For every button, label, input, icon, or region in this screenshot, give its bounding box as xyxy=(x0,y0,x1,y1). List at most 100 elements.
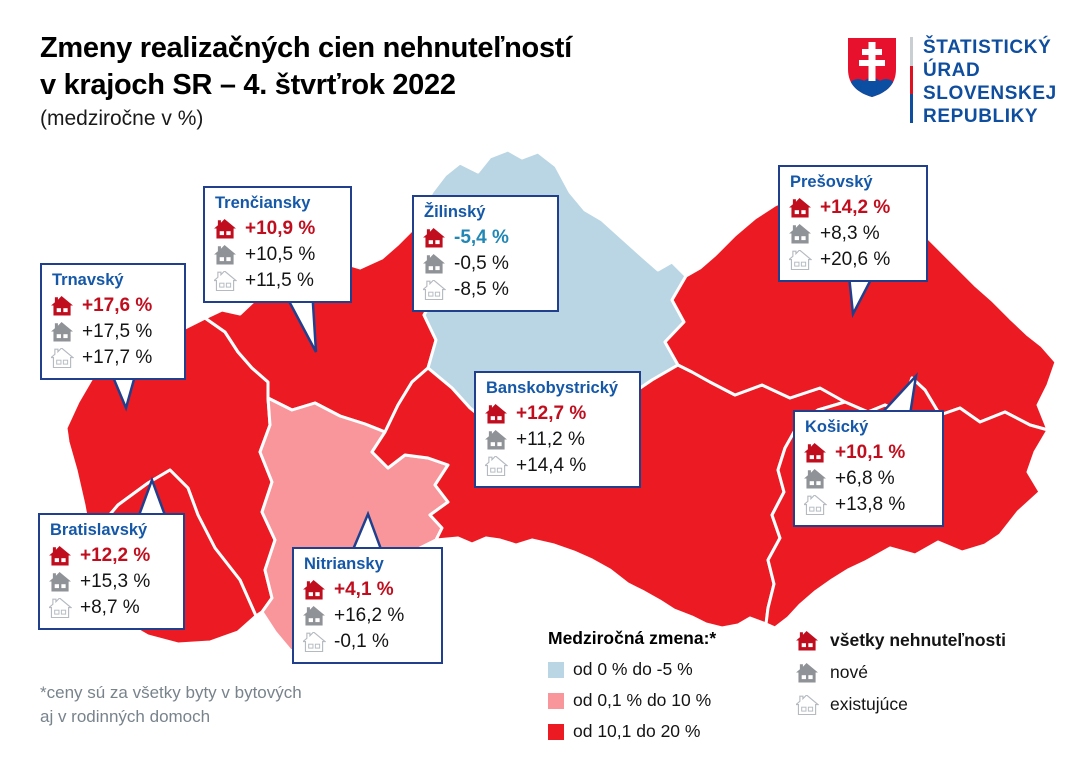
region-name: Prešovský xyxy=(790,173,873,191)
region-name: Banskobystrický xyxy=(486,379,619,397)
value-existing: +20,6 % xyxy=(820,249,891,270)
house-gray-icon xyxy=(214,245,236,265)
house-white-icon xyxy=(789,250,811,270)
house-gray-icon xyxy=(789,224,811,244)
house-gray-icon xyxy=(49,572,71,592)
value-all: +10,1 % xyxy=(835,442,906,463)
region-name: Trnavský xyxy=(52,271,124,289)
legend-item-label: existujúce xyxy=(830,694,908,714)
footnote: *ceny sú za všetky byty v bytových aj v … xyxy=(40,681,302,729)
statistical-office-logo: ŠTATISTICKÝ ÚRAD SLOVENSKEJ REPUBLIKY xyxy=(846,36,1057,128)
region-callout-trnavsky: Trnavský +17,6 % +17,5 % +17,7 % xyxy=(40,263,186,380)
house-white-icon xyxy=(804,495,826,515)
swatch-red xyxy=(548,723,564,740)
region-name: Žilinský xyxy=(424,203,486,221)
house-white-icon xyxy=(51,348,73,368)
slovak-coat-of-arms-icon xyxy=(848,38,896,97)
value-existing: +14,4 % xyxy=(516,455,587,476)
value-all: +10,9 % xyxy=(245,218,316,239)
house-red-icon xyxy=(214,219,236,239)
value-all: -5,4 % xyxy=(454,227,509,248)
legend-item: nové xyxy=(796,662,1006,683)
region-name: Trenčiansky xyxy=(215,194,311,212)
house-white-icon xyxy=(49,598,71,618)
house-gray-icon xyxy=(303,606,325,626)
legend-item: všetky nehnuteľnosti xyxy=(796,630,1006,651)
house-white-icon xyxy=(796,694,818,715)
legend-item-label: od 10,1 do 20 % xyxy=(573,721,701,741)
house-gray-icon xyxy=(485,430,507,450)
house-red-icon xyxy=(796,630,818,651)
value-all: +12,7 % xyxy=(516,403,587,424)
logo-org-name: ŠTATISTICKÝ ÚRAD SLOVENSKEJ REPUBLIKY xyxy=(923,36,1057,128)
house-white-icon xyxy=(485,456,507,476)
legend-item-label: nové xyxy=(830,662,868,682)
value-all: +14,2 % xyxy=(820,197,891,218)
house-white-icon xyxy=(423,280,445,300)
legend-item-label: od 0 % do -5 % xyxy=(573,659,693,679)
region-name: Košický xyxy=(805,418,869,436)
house-gray-icon xyxy=(804,469,826,489)
value-existing: +13,8 % xyxy=(835,494,906,515)
house-white-icon xyxy=(214,271,236,291)
value-new: +15,3 % xyxy=(80,571,151,592)
house-red-icon xyxy=(423,228,445,248)
house-red-icon xyxy=(804,443,826,463)
region-name: Nitriansky xyxy=(304,555,384,573)
house-gray-icon xyxy=(796,662,818,683)
value-new: +17,5 % xyxy=(82,321,153,342)
legend-item: od 10,1 do 20 % xyxy=(548,721,716,742)
house-red-icon xyxy=(485,404,507,424)
region-name: Bratislavský xyxy=(50,521,148,539)
logo-line: SLOVENSKEJ xyxy=(923,83,1057,104)
region-callout-bratislavsky: Bratislavský +12,2 % +15,3 % +8,7 % xyxy=(38,513,185,630)
title-subtitle: (medziročne v %) xyxy=(40,107,204,130)
title-line-2: v krajoch SR – 4. štvrťrok 2022 xyxy=(40,69,456,101)
region-callout-presovsky: Prešovský +14,2 % +8,3 % +20,6 % xyxy=(778,165,928,282)
house-red-icon xyxy=(303,580,325,600)
logo-line: ŠTATISTICKÝ xyxy=(923,37,1052,58)
value-existing: +17,7 % xyxy=(82,347,153,368)
legend-item: od 0,1 % do 10 % xyxy=(548,690,716,711)
legend-yearly-change: Medziročná zmena:* od 0 % do -5 % od 0,1… xyxy=(548,628,716,752)
value-all: +12,2 % xyxy=(80,545,151,566)
house-red-icon xyxy=(789,198,811,218)
footnote-line: *ceny sú za všetky byty v bytových xyxy=(40,683,302,702)
value-new: +11,2 % xyxy=(516,429,585,450)
value-all: +4,1 % xyxy=(334,579,394,600)
logo-tricolor-divider xyxy=(910,37,913,124)
value-new: -0,5 % xyxy=(454,253,509,274)
logo-line: REPUBLIKY xyxy=(923,106,1039,127)
logo-line: ÚRAD xyxy=(923,60,981,81)
region-callout-banskobystricky: Banskobystrický +12,7 % +11,2 % +14,4 % xyxy=(474,371,641,488)
house-gray-icon xyxy=(51,322,73,342)
value-new: +16,2 % xyxy=(334,605,405,626)
value-existing: -8,5 % xyxy=(454,279,509,300)
value-new: +8,3 % xyxy=(820,223,880,244)
swatch-light-blue xyxy=(548,661,564,678)
region-callout-kosicky: Košický +10,1 % +6,8 % +13,8 % xyxy=(793,410,944,527)
legend-item: od 0 % do -5 % xyxy=(548,659,716,680)
value-existing: +11,5 % xyxy=(245,270,314,291)
region-callout-zilinsky: Žilinský -5,4 % -0,5 % -8,5 % xyxy=(412,195,559,312)
house-red-icon xyxy=(49,546,71,566)
value-existing: +8,7 % xyxy=(80,597,140,618)
legend-title: Medziročná zmena:* xyxy=(548,628,717,648)
value-new: +6,8 % xyxy=(835,468,895,489)
value-new: +10,5 % xyxy=(245,244,316,265)
value-existing: -0,1 % xyxy=(334,631,389,652)
legend-house-types: všetky nehnuteľnosti nové existujúce xyxy=(796,630,1006,726)
legend-item-label: všetky nehnuteľnosti xyxy=(830,630,1006,650)
house-white-icon xyxy=(303,632,325,652)
region-callout-trenciansky: Trenčiansky +10,9 % +10,5 % +11,5 % xyxy=(203,186,352,303)
page-title: Zmeny realizačných cien nehnuteľností v … xyxy=(40,30,572,131)
house-gray-icon xyxy=(423,254,445,274)
region-callout-nitriansky: Nitriansky +4,1 % +16,2 % -0,1 % xyxy=(292,547,443,664)
value-all: +17,6 % xyxy=(82,295,153,316)
house-red-icon xyxy=(51,296,73,316)
swatch-pink xyxy=(548,692,564,709)
legend-item-label: od 0,1 % do 10 % xyxy=(573,690,712,710)
title-line-1: Zmeny realizačných cien nehnuteľností xyxy=(40,32,572,64)
legend-item: existujúce xyxy=(796,694,1006,715)
